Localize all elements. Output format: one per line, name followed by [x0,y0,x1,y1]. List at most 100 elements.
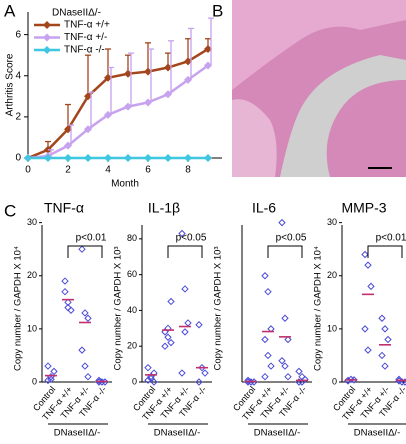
legend-label: TNF-α +/- [64,32,107,43]
point [204,154,212,162]
point [24,154,32,162]
point [167,297,175,306]
significance-bracket [167,245,203,258]
point [150,378,158,386]
point [378,351,386,360]
point [84,92,92,101]
point [167,338,175,347]
p-value: p<0.05 [276,233,307,244]
y-tick-label: 2 [15,112,21,123]
p-value: p<0.05 [176,233,207,244]
legend-title: DNaseIIΔ/- [52,8,101,19]
panel-label: C [4,201,16,220]
y-axis-label: Copy number / GAPDH X 10³ [213,246,224,370]
x-tick-label: 6 [145,165,151,176]
legend-marker [43,21,51,29]
point [201,369,209,377]
point [164,154,172,162]
point [264,287,272,296]
point [281,362,289,370]
y-axis-label: Copy number / GAPDH X 10⁴ [13,246,24,371]
point [295,367,303,376]
point [195,321,203,329]
point [81,309,89,317]
y-tick-label: 40 [127,305,137,315]
group-label: DNaseIIΔ/- [54,428,100,439]
point [381,362,389,370]
point [284,372,292,381]
point [184,319,192,327]
point [178,369,186,377]
series-line [27,64,209,160]
y-tick-label: 4 [15,70,21,81]
point [104,110,112,119]
panel-title: IL-1β [148,200,180,216]
point [164,90,172,99]
significance-bracket [67,245,103,258]
x-tick-label: 0 [25,165,31,176]
point [144,154,152,162]
point [184,75,192,84]
point [278,218,286,227]
point [267,362,275,370]
point [204,61,212,70]
point [361,250,369,259]
legend-marker [43,46,51,54]
significance-bracket [367,245,403,258]
point [64,298,72,307]
point [84,154,92,162]
point [181,328,189,336]
legend-label: TNF-α +/+ [64,20,110,31]
point [284,335,292,344]
point [195,378,203,386]
point [384,335,392,344]
legend-label: TNF-α -/- [64,45,105,56]
point [104,73,112,82]
point [198,363,206,372]
point [50,367,58,376]
point [181,285,189,293]
p-value: p<0.01 [76,233,107,244]
point [95,376,103,385]
point [367,282,375,291]
point [261,335,269,344]
point [244,376,252,385]
point [204,45,212,54]
point [47,375,55,384]
group-label: DNaseIIΔ/- [354,428,400,439]
x-axis-label: Month [111,179,139,190]
panel-label: A [4,1,16,20]
x-tick-label: 4 [105,165,111,176]
point [64,154,72,162]
point [184,154,192,162]
point [164,63,172,72]
point [144,98,152,107]
panel-title: TNF-α [44,200,84,216]
point [364,346,372,354]
point [81,362,89,370]
point [78,245,86,253]
point [164,324,172,333]
x-tick-label: 8 [185,165,191,176]
point [184,57,192,66]
y-tick-label: 10 [327,323,337,333]
point [61,287,69,296]
point [84,372,92,381]
y-tick-label: 0 [332,376,337,386]
point [78,346,86,354]
point [350,376,358,384]
y-tick-label: 6 [15,29,21,40]
p-value: p<0.01 [376,233,406,244]
y-tick-label: 0 [132,376,137,386]
y-tick-label: 0 [15,153,21,164]
point [44,376,52,385]
point [124,102,132,111]
series-line [27,47,209,160]
point [84,314,92,322]
point [278,357,286,365]
point [84,125,92,134]
y-tick-label: 20 [327,270,337,280]
point [281,314,289,322]
